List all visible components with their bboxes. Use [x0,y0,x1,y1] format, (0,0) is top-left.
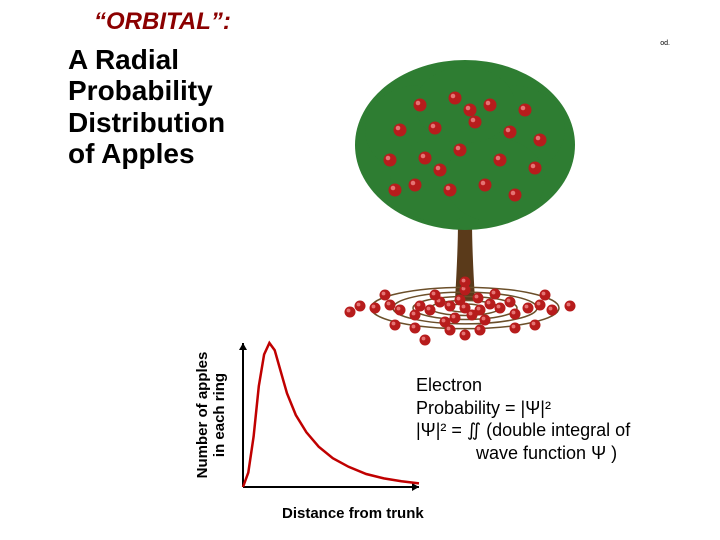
fallen-apple-icon [475,325,486,336]
radial-distribution-chart [225,335,425,515]
fallen-apple-icon [445,301,456,312]
fallen-apple-icon [565,301,576,312]
fallen-apple-icon [345,307,356,318]
fallen-apple-icon [510,323,521,334]
apple-icon [484,99,497,112]
apple-icon [464,104,477,117]
subtitle-line: Probability [68,75,225,106]
apple-icon [384,154,397,167]
fallen-apple-icon [460,330,471,341]
apple-icon [389,184,402,197]
equation-line: wave function Ψ ) [416,442,630,465]
tree-svg [300,50,630,350]
subtitle-line: A Radial [68,44,225,75]
apple-icon [429,122,442,135]
orbital-title: “ORBITAL”: [94,8,231,36]
chart-y-label: Number of applesin each ring [195,345,228,485]
fallen-apple-icon [523,303,534,314]
fallen-apple-icon [425,305,436,316]
arrowhead-icon [239,343,247,350]
apple-icon [414,99,427,112]
apple-icon [394,124,407,137]
subtitle-line: Distribution [68,107,225,138]
fallen-apple-icon [485,299,496,310]
fallen-apple-icon [385,300,396,311]
fallen-apple-icon [495,303,506,314]
apple-icon [479,179,492,192]
equation-text: ElectronProbability = |Ψ|²|Ψ|² = ∬ (doub… [410,370,636,468]
equation-line: Probability = |Ψ|² [416,397,630,420]
fallen-apple-icon [510,309,521,320]
fallen-apple-icon [460,277,471,288]
fallen-apple-icon [490,289,501,300]
fallen-apple-icon [445,325,456,336]
apple-icon [449,92,462,105]
apple-icon [444,184,457,197]
subtitle-block: A RadialProbabilityDistributionof Apples [68,44,225,169]
distribution-curve [243,343,419,487]
apple-icon [434,164,447,177]
chart-x-label: Distance from trunk [282,505,424,522]
ylabel-line: in each ring [212,345,229,485]
fallen-apple-icon [410,310,421,321]
fallen-apple-icon [505,297,516,308]
equation-line: Electron [416,374,630,397]
apple-icon [469,116,482,129]
chart-svg [225,335,425,505]
fallen-apple-icon [530,320,541,331]
fallen-apple-icon [395,305,406,316]
apple-icon [519,104,532,117]
fallen-apple-icon [380,290,391,301]
fallen-apple-icon [430,290,441,301]
apple-icon [419,152,432,165]
fallen-apple-icon [535,300,546,311]
fallen-apple-icon [390,320,401,331]
fallen-apple-icon [455,295,466,306]
apple-icon [509,189,522,202]
fallen-apple-icon [370,303,381,314]
ylabel-line: Number of apples [195,345,212,485]
fallen-apple-icon [540,290,551,301]
equation-line: |Ψ|² = ∬ (double integral of [416,419,630,442]
corner-note: od. [660,40,670,47]
fallen-apple-icon [410,323,421,334]
apple-tree-diagram [300,50,630,350]
subtitle-line: of Apples [68,138,225,169]
apple-icon [409,179,422,192]
fallen-apple-icon [467,310,478,321]
fallen-apple-icon [480,315,491,326]
apple-icon [529,162,542,175]
apple-icon [494,154,507,167]
fallen-apple-icon [547,305,558,316]
fallen-apple-icon [355,301,366,312]
apple-icon [534,134,547,147]
apple-icon [504,126,517,139]
apple-icon [454,144,467,157]
fallen-apple-icon [450,313,461,324]
fallen-apple-icon [473,293,484,304]
